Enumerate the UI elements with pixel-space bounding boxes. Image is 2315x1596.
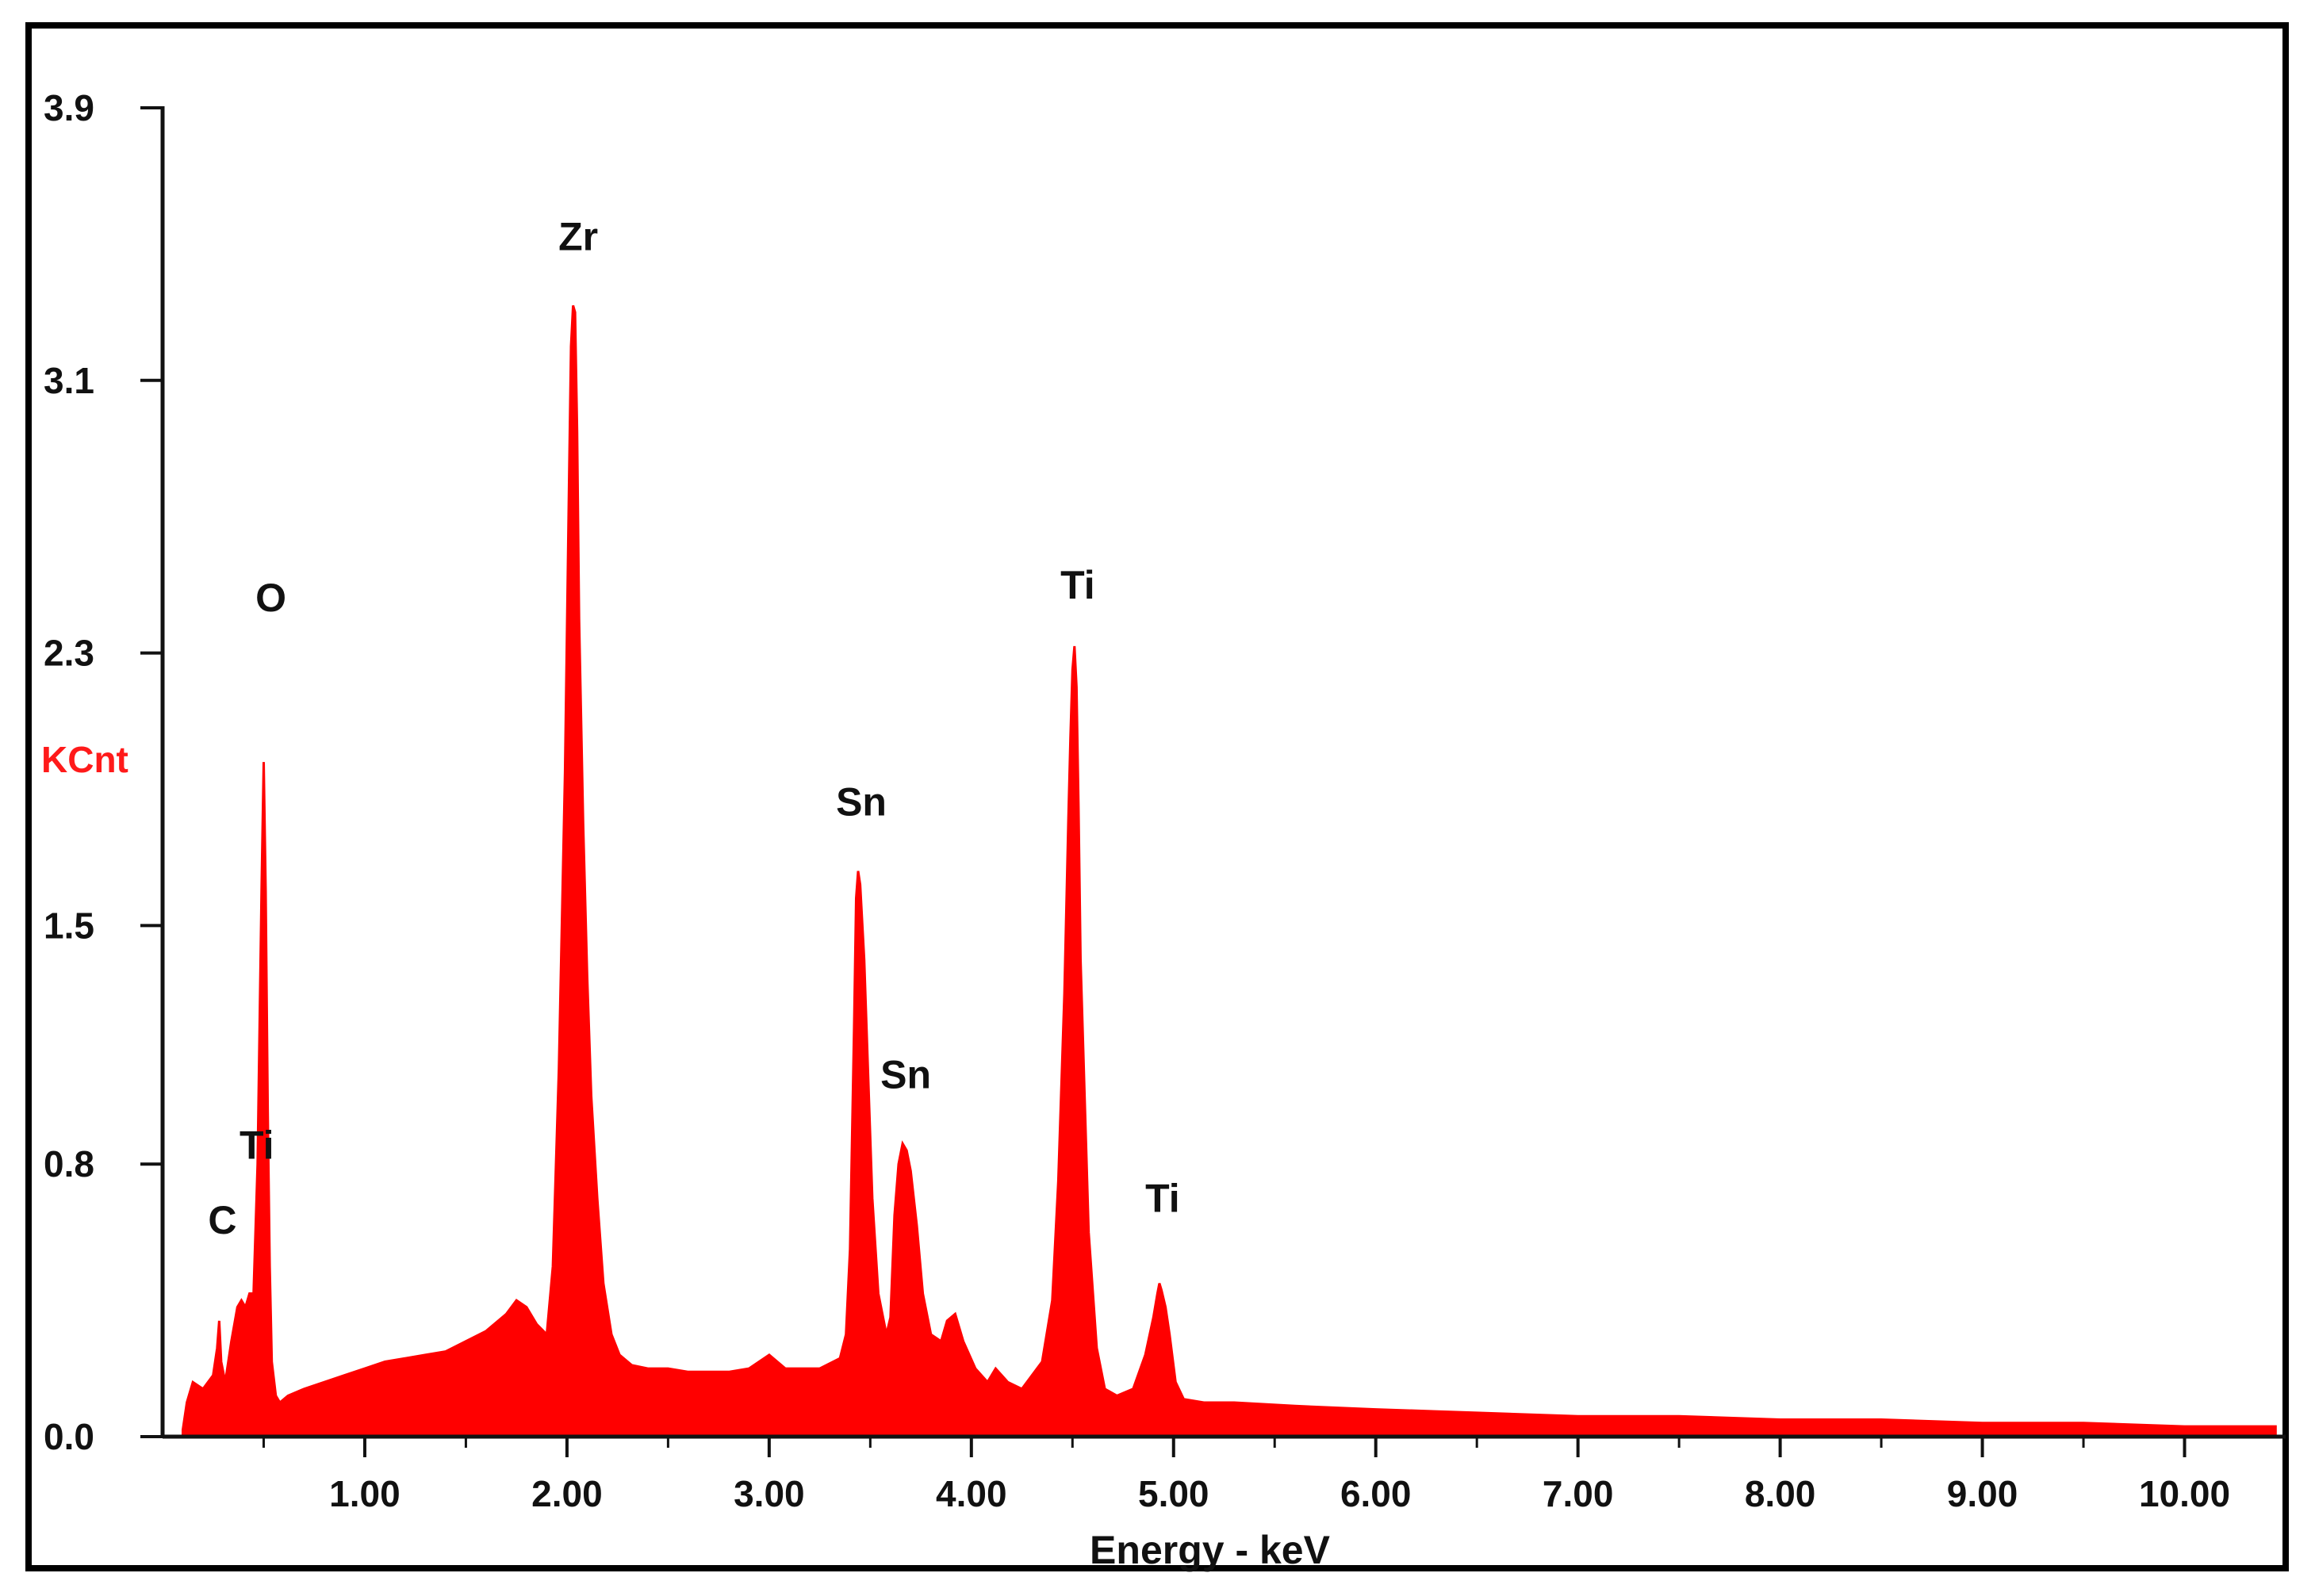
peak-label-c: C bbox=[208, 1198, 236, 1242]
peak-label-sn: Sn bbox=[836, 780, 887, 825]
y-tick-label: 0.0 bbox=[44, 1416, 94, 1457]
y-tick-label: 1.5 bbox=[44, 905, 94, 946]
y-tick-label: 0.8 bbox=[44, 1143, 94, 1185]
x-tick-label: 9.00 bbox=[1947, 1473, 2018, 1514]
x-tick-label: 3.00 bbox=[734, 1473, 805, 1514]
y-tick-label: 3.9 bbox=[44, 87, 94, 128]
x-tick-label: 2.00 bbox=[531, 1473, 603, 1514]
x-axis-title: Energy - keV bbox=[1090, 1528, 1331, 1572]
x-tick-label: 8.00 bbox=[1745, 1473, 1816, 1514]
peak-label-ti: Ti bbox=[240, 1123, 274, 1168]
y-tick-label: 3.1 bbox=[44, 360, 94, 401]
axis-ticks: 0.0 0.8 1.5 2.3 3.1 3.9 1.00 2.00 3.00 4.00 5.00 6.… bbox=[44, 87, 2230, 1514]
x-tick-label: 7.00 bbox=[1543, 1473, 1614, 1514]
peak-label-sn: Sn bbox=[880, 1052, 931, 1097]
peak-label-zr: Zr bbox=[558, 214, 598, 258]
x-tick-label: 10.00 bbox=[2139, 1473, 2230, 1514]
x-tick-label: 5.00 bbox=[1138, 1473, 1209, 1514]
y-axis-unit-label: KCnt bbox=[41, 739, 128, 780]
x-tick-label: 6.00 bbox=[1340, 1473, 1412, 1514]
spectrum-area bbox=[182, 304, 2277, 1438]
x-tick-label: 4.00 bbox=[936, 1473, 1007, 1514]
spectrum-series bbox=[182, 304, 2277, 1438]
peak-label-ti: Ti bbox=[1060, 563, 1095, 607]
peak-label-ti: Ti bbox=[1145, 1177, 1180, 1221]
x-tick-label: 1.00 bbox=[329, 1473, 401, 1514]
eds-spectrum-chart: 0.0 0.8 1.5 2.3 3.1 3.9 1.00 2.00 3.00 4.00 5.00 6.… bbox=[41, 87, 2286, 1572]
y-tick-label: 2.3 bbox=[44, 633, 94, 674]
peak-label-o: O bbox=[255, 576, 286, 620]
outer-border bbox=[25, 22, 2289, 1571]
chart-axes bbox=[160, 106, 2286, 1439]
